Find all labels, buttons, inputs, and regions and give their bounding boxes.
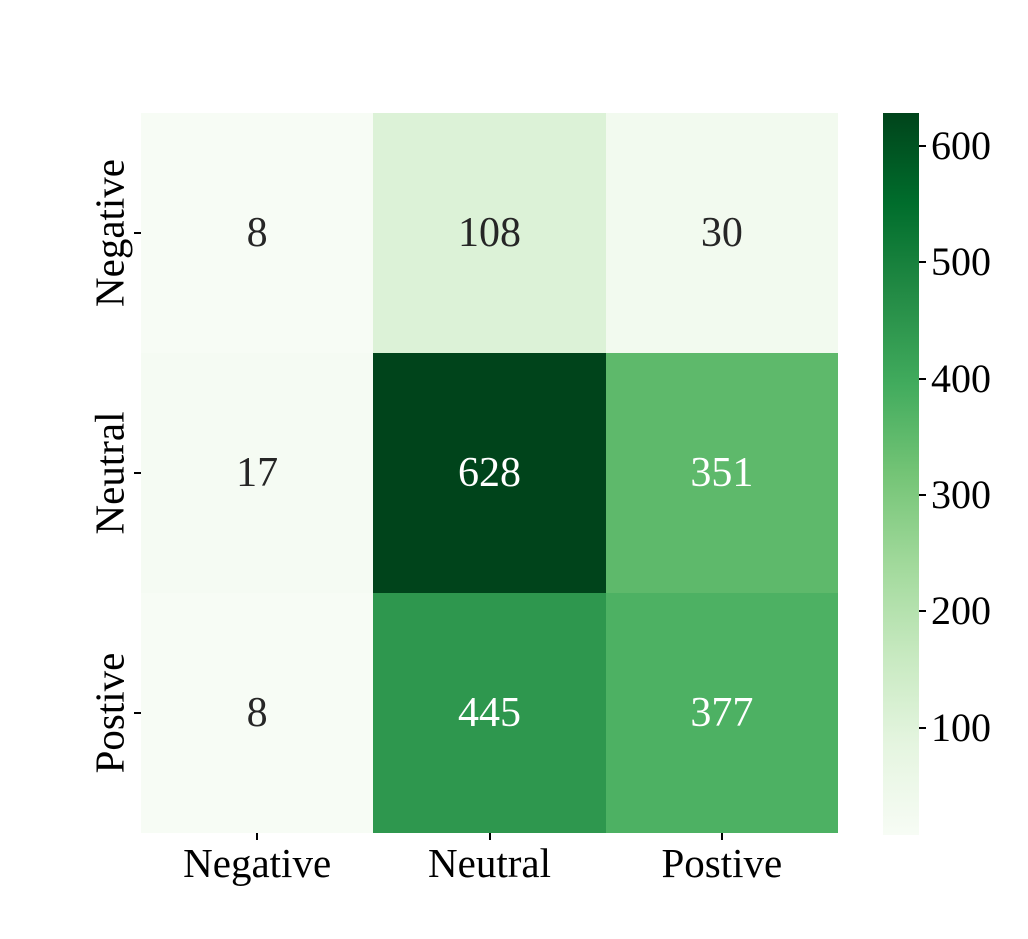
- colorbar-tick-label-600: 600: [931, 122, 991, 168]
- y-tick-label-postive: Postive: [86, 652, 133, 774]
- x-tick-label-negative: Negative: [183, 840, 332, 886]
- heatmap-cell-r0c1: 108: [373, 113, 606, 353]
- y-tick-label-negative: Negative: [86, 159, 133, 307]
- heatmap-cell-r2c0: 8: [141, 593, 374, 833]
- cell-value: 8: [246, 210, 268, 256]
- heatmap-cell-r0c2: 30: [605, 113, 838, 353]
- heatmap-cell-r2c1: 445: [373, 593, 606, 833]
- heatmap-cell-r1c1: 628: [373, 353, 606, 593]
- colorbar-tick-mark: [919, 377, 926, 380]
- colorbar-tick-mark: [919, 726, 926, 729]
- cell-value: 8: [246, 690, 268, 736]
- colorbar-tick-label-500: 500: [931, 239, 991, 285]
- x-tick-mark: [720, 833, 723, 840]
- cell-value: 445: [457, 690, 521, 736]
- x-tick-mark: [256, 833, 259, 840]
- y-tick-mark: [134, 232, 141, 234]
- colorbar-tick-mark: [919, 493, 926, 496]
- cell-value: 108: [457, 210, 521, 256]
- x-tick-label-neutral: Neutral: [428, 840, 551, 886]
- colorbar-tick-label-400: 400: [931, 355, 991, 401]
- colorbar: [883, 113, 919, 835]
- y-tick-label-neutral: Neutral: [86, 411, 133, 535]
- cell-value: 351: [690, 450, 754, 496]
- y-tick-mark: [134, 712, 141, 714]
- colorbar-tick-mark: [919, 144, 926, 147]
- cell-value: 17: [236, 450, 279, 496]
- cell-value: 30: [700, 210, 743, 256]
- heatmap-cell-r1c2: 351: [605, 353, 838, 593]
- colorbar-tick-label-100: 100: [931, 704, 991, 750]
- colorbar-tick-label-200: 200: [931, 588, 991, 634]
- colorbar-tick-label-300: 300: [931, 471, 991, 517]
- heatmap-cell-r1c0: 17: [141, 353, 374, 593]
- colorbar-tick-mark: [919, 261, 926, 264]
- heatmap-cell-r0c0: 8: [141, 113, 374, 353]
- y-tick-mark: [134, 472, 141, 474]
- heatmap-plot: 8 108 30 17 628 351 8 445 377: [141, 113, 838, 833]
- heatmap-cell-r2c2: 377: [605, 593, 838, 833]
- cell-value: 377: [690, 690, 754, 736]
- cell-value: 628: [457, 450, 521, 496]
- colorbar-tick-mark: [919, 610, 926, 613]
- x-tick-label-postive: Postive: [661, 840, 783, 886]
- x-tick-mark: [488, 833, 491, 840]
